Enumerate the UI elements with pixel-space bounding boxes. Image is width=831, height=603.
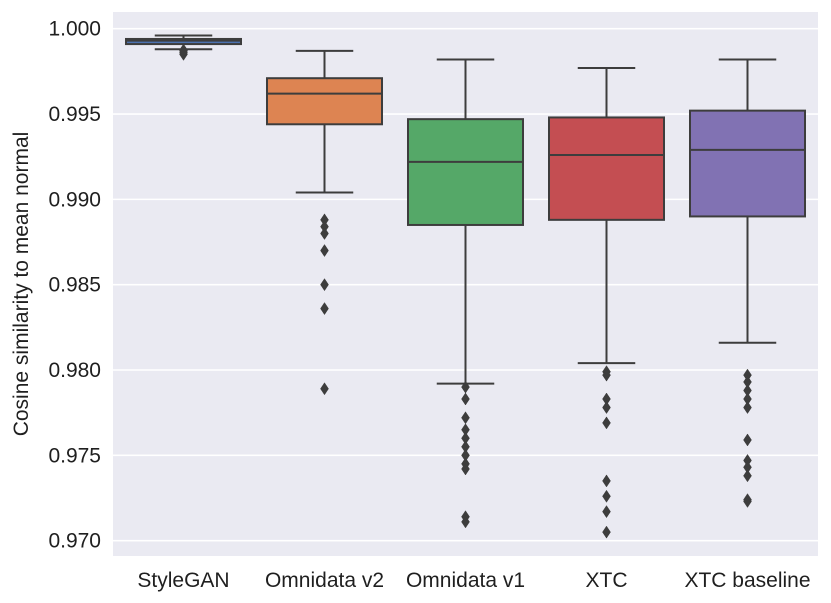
x-tick-label: Omnidata v1 [406, 569, 525, 592]
x-tick-label: XTC [586, 569, 628, 592]
box-group [125, 34, 242, 61]
iqr-box [407, 118, 524, 226]
outlier-point [743, 401, 752, 414]
iqr-box [266, 77, 383, 126]
outlier-point [461, 515, 470, 529]
outlier-point [602, 525, 611, 539]
outlier-point [743, 469, 752, 483]
x-axis-ticks: StyleGAN Omnidata v2 Omnidata v1 XTC XTC bas… [137, 569, 810, 592]
box-group [266, 49, 383, 396]
y-axis-ticks: 0.970 0.975 0.980 0.985 0.990 0.995 1.000 [48, 18, 101, 553]
outlier-point [320, 244, 329, 258]
outlier-point [320, 278, 329, 292]
box-group [407, 58, 524, 529]
iqr-box [689, 109, 806, 218]
y-tick-label: 1.000 [48, 18, 101, 41]
outlier-point [743, 433, 752, 447]
y-axis-label: Cosine similarity to mean normal [10, 132, 33, 437]
outlier-point [179, 43, 188, 57]
y-tick-label: 0.980 [48, 359, 101, 382]
y-tick-label: 0.985 [48, 274, 101, 297]
outlier-point [602, 489, 611, 503]
outlier-point [602, 368, 611, 382]
outlier-point [602, 505, 611, 519]
outlier-point [461, 462, 470, 476]
box-group [548, 66, 665, 539]
x-tick-label: XTC baseline [684, 569, 810, 592]
outlier-point [602, 416, 611, 430]
y-tick-label: 0.995 [48, 103, 101, 126]
x-tick-label: StyleGAN [137, 569, 229, 592]
outlier-point [320, 227, 329, 240]
box-group [689, 58, 806, 508]
y-tick-label: 0.990 [48, 188, 101, 211]
outlier-point [461, 392, 470, 406]
iqr-box [548, 116, 665, 221]
boxes [125, 34, 806, 539]
outlier-point [602, 401, 611, 414]
x-tick-label: Omnidata v2 [265, 569, 384, 592]
y-tick-label: 0.970 [48, 530, 101, 553]
y-tick-label: 0.975 [48, 444, 101, 467]
outlier-point [320, 382, 329, 396]
outlier-point [743, 494, 752, 508]
outlier-point [320, 302, 329, 316]
outlier-point [602, 474, 611, 488]
